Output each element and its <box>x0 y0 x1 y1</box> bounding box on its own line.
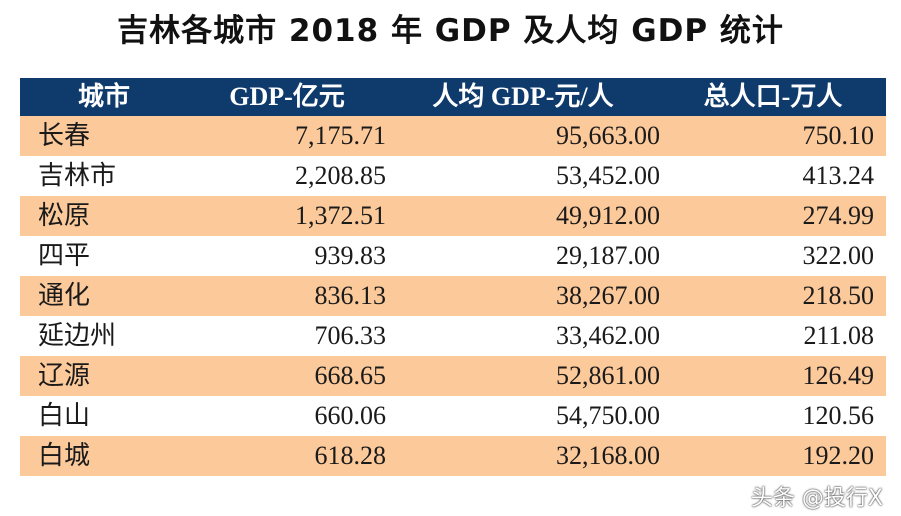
cell-gdp-per-capita: 52,861.00 <box>386 356 660 396</box>
cell-gdp: 836.13 <box>188 276 386 316</box>
table-row: 辽源 668.65 52,861.00 126.49 <box>20 356 886 396</box>
page-title: 吉林各城市 2018 年 GDP 及人均 GDP 统计 <box>117 13 784 49</box>
cell-city: 白城 <box>20 436 188 476</box>
cell-population: 126.49 <box>660 356 886 396</box>
cell-city: 白山 <box>38 401 91 430</box>
watermark: 头条 @投行X <box>750 486 883 511</box>
header-population: 总人口-万人 <box>660 78 886 116</box>
cell-gdp: 668.65 <box>188 356 386 396</box>
table-row: 吉林市 2,208.85 53,452.00 413.24 <box>20 156 886 196</box>
cell-gdp: 706.33 <box>314 321 387 350</box>
cell-population: 322.00 <box>802 241 875 270</box>
cell-population: 274.99 <box>660 196 886 236</box>
cell-city: 延边州 <box>38 321 117 350</box>
table-row: 通化 836.13 38,267.00 218.50 <box>20 276 886 316</box>
table-row: 长春 7,175.71 95,663.00 750.10 <box>20 116 886 156</box>
header-gdp-per-capita: 人均 GDP-元/人 <box>386 78 660 116</box>
cell-city: 松原 <box>20 196 188 236</box>
cell-population: 218.50 <box>660 276 886 316</box>
cell-gdp-per-capita: 53,452.00 <box>556 161 660 190</box>
table-row: 白城 618.28 32,168.00 192.20 <box>20 436 886 476</box>
cell-city: 吉林市 <box>38 161 117 190</box>
cell-city: 辽源 <box>20 356 188 396</box>
cell-gdp-per-capita: 54,750.00 <box>556 401 660 430</box>
cell-gdp: 939.83 <box>314 241 387 270</box>
table-row: 白山 660.06 54,750.00 120.56 <box>20 396 886 436</box>
cell-gdp: 2,208.85 <box>295 161 386 190</box>
cell-population: 413.24 <box>802 161 875 190</box>
cell-population: 192.20 <box>660 436 886 476</box>
cell-gdp-per-capita: 33,462.00 <box>556 321 660 350</box>
cell-population: 120.56 <box>802 401 875 430</box>
cell-gdp: 1,372.51 <box>188 196 386 236</box>
table-body: 长春 7,175.71 95,663.00 750.10 吉林市 2,208.85 53,4… <box>20 116 886 476</box>
cell-population: 211.08 <box>803 321 874 350</box>
cell-gdp-per-capita: 38,267.00 <box>386 276 660 316</box>
cell-gdp-per-capita: 49,912.00 <box>386 196 660 236</box>
cell-city: 长春 <box>20 116 188 156</box>
cell-city: 四平 <box>38 241 91 270</box>
cell-gdp-per-capita: 95,663.00 <box>386 116 660 156</box>
table-row: 四平 939.83 29,187.00 322.00 <box>20 236 886 276</box>
header-city: 城市 <box>20 78 188 116</box>
header-gdp: GDP-亿元 <box>188 78 386 116</box>
table-header: 城市 GDP-亿元 人均 GDP-元/人 总人口-万人 <box>20 78 886 116</box>
cell-gdp: 618.28 <box>188 436 386 476</box>
cell-gdp: 660.06 <box>314 401 387 430</box>
cell-population: 750.10 <box>660 116 886 156</box>
cell-gdp-per-capita: 29,187.00 <box>556 241 660 270</box>
cell-gdp-per-capita: 32,168.00 <box>386 436 660 476</box>
gdp-table: 城市 GDP-亿元 人均 GDP-元/人 总人口-万人 长春 7,175.71 95… <box>20 78 886 476</box>
table-row: 松原 1,372.51 49,912.00 274.99 <box>20 196 886 236</box>
table-row: 延边州 706.33 33,462.00 211.08 <box>20 316 886 356</box>
cell-gdp: 7,175.71 <box>188 116 386 156</box>
cell-city: 通化 <box>20 276 188 316</box>
